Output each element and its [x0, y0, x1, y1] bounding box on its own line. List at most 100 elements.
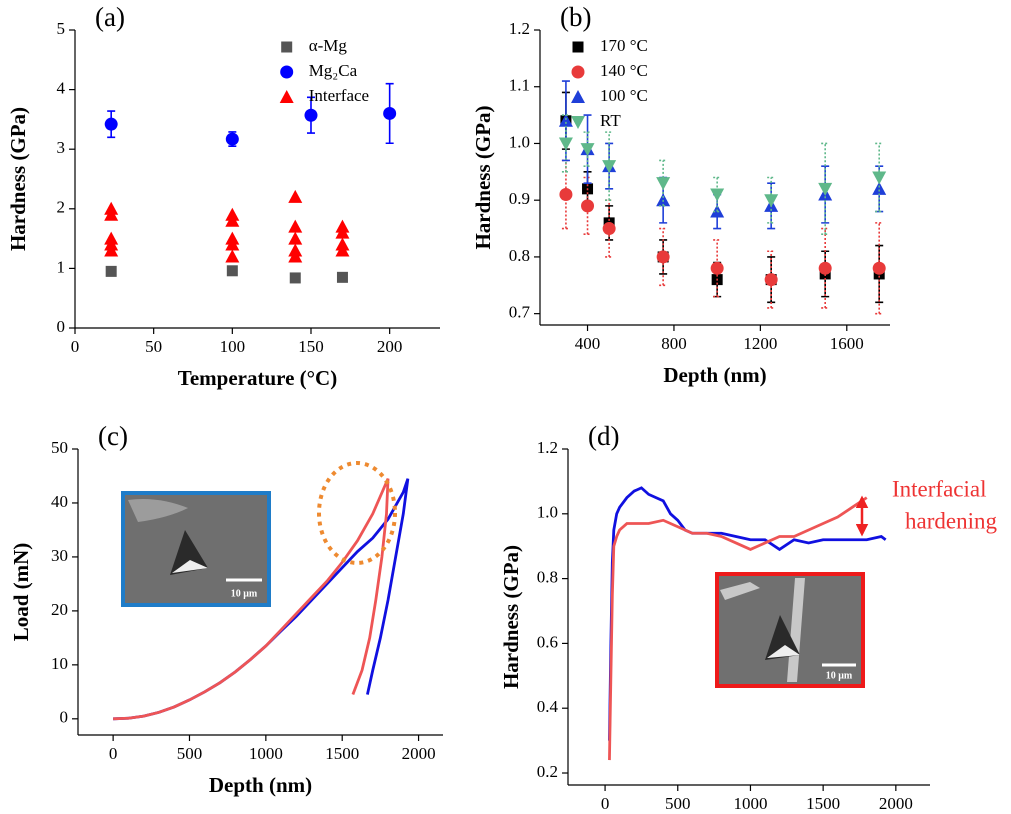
marker [602, 222, 616, 236]
x-tick-label: 100 [220, 337, 246, 356]
legend-label: 140 °C [600, 61, 648, 80]
y-tick-label: 1.0 [509, 132, 530, 151]
line [608, 496, 868, 761]
y-tick-label: 30 [51, 546, 68, 565]
scale-label: 10 μm [826, 670, 853, 681]
y-tick-label: 0 [60, 708, 69, 727]
x-tick-label: 50 [145, 337, 162, 356]
x-tick-label: 1500 [325, 744, 359, 763]
marker [558, 113, 573, 127]
marker [558, 137, 573, 151]
legend-marker [280, 65, 294, 79]
x-tick-label: 1200 [743, 334, 777, 353]
marker [289, 272, 301, 284]
marker [656, 193, 671, 207]
marker [872, 181, 887, 195]
marker [288, 231, 303, 245]
marker [383, 106, 397, 120]
x-tick-label: 2000 [879, 794, 913, 813]
marker [764, 273, 778, 287]
marker [580, 143, 595, 157]
panel-label: (c) [98, 421, 128, 451]
x-tick-label: 1500 [806, 794, 840, 813]
y-tick-label: 1.0 [537, 503, 558, 522]
x-tick-label: 1000 [733, 794, 767, 813]
marker [104, 117, 118, 131]
annotation: Interfacial [892, 476, 986, 501]
x-tick-label: 1000 [249, 744, 283, 763]
marker [225, 237, 240, 251]
annotation: hardening [905, 508, 997, 533]
marker [581, 199, 595, 213]
marker [105, 265, 117, 277]
y-tick-label: 20 [51, 600, 68, 619]
x-tick-label: 200 [377, 337, 403, 356]
y-axis-title: Hardness (GPa) [471, 105, 495, 249]
marker [818, 261, 832, 275]
marker [225, 132, 239, 146]
marker [288, 249, 303, 263]
y-tick-label: 1.1 [509, 76, 530, 95]
marker [872, 171, 887, 185]
y-tick-label: 5 [57, 19, 66, 38]
indent-face [767, 645, 800, 658]
x-tick-label: 0 [71, 337, 80, 356]
marker [764, 194, 779, 208]
legend-label: α-Mg [309, 36, 348, 55]
indent-face [172, 560, 208, 573]
x-axis-title: Depth (nm) [663, 363, 766, 387]
y-tick-label: 2 [57, 198, 66, 217]
y-tick-label: 1.2 [509, 19, 530, 38]
x-tick-label: 500 [177, 744, 203, 763]
legend-label: RT [600, 111, 621, 130]
error-bar [875, 142, 884, 213]
legend-marker [281, 41, 293, 53]
y-tick-label: 0.4 [537, 697, 559, 716]
y-tick-label: 50 [51, 438, 68, 457]
legend-marker [572, 41, 584, 53]
y-tick-label: 3 [57, 138, 66, 157]
legend-marker [279, 90, 294, 103]
x-tick-label: 1600 [830, 334, 864, 353]
inset-feature [128, 499, 188, 522]
error-bar [767, 176, 776, 224]
error-bar [605, 131, 614, 201]
error-bar [821, 227, 830, 309]
y-tick-label: 0.7 [509, 303, 531, 322]
line [113, 478, 390, 721]
inset-c: 10 μm [121, 491, 271, 607]
y-tick-label: 4 [57, 79, 66, 98]
marker [656, 177, 671, 191]
scale-label: 10 μm [231, 588, 258, 599]
panel-label: (d) [588, 421, 619, 451]
y-tick-label: 0.8 [509, 246, 530, 265]
y-tick-label: 0.2 [537, 762, 558, 781]
panel-label: (b) [560, 2, 591, 32]
legend-marker [571, 90, 585, 103]
marker [104, 207, 119, 221]
indent [170, 530, 208, 575]
marker [656, 250, 670, 264]
marker [872, 261, 886, 275]
marker [336, 271, 348, 283]
x-tick-label: 800 [661, 334, 687, 353]
indent [765, 615, 800, 660]
x-tick-label: 0 [601, 794, 610, 813]
y-axis-title: Hardness (GPa) [6, 107, 30, 251]
marker [104, 243, 119, 257]
x-axis-title: Temperature (°C) [178, 366, 337, 390]
highlight-circle [317, 461, 397, 565]
marker [818, 182, 833, 196]
marker [225, 249, 240, 263]
error-bar [659, 159, 668, 207]
marker [288, 189, 303, 203]
marker [288, 219, 303, 233]
inset-d: 10 μm [715, 572, 865, 688]
legend-label: 100 °C [600, 86, 648, 105]
y-axis-title: Load (mN) [9, 543, 33, 642]
y-tick-label: 40 [51, 492, 68, 511]
y-axis-title: Hardness (GPa) [499, 545, 523, 689]
marker [335, 243, 350, 257]
legend-label: Interface [309, 86, 369, 105]
